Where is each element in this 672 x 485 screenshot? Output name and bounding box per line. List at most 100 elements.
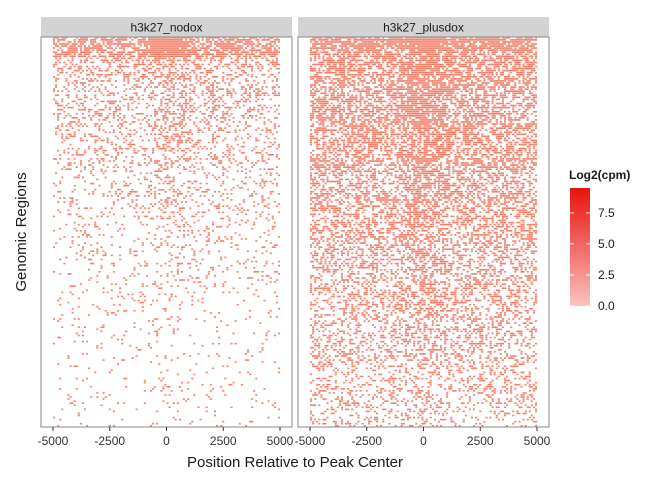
heatmap-cell [371, 221, 379, 224]
heatmap-cell [152, 129, 155, 132]
heatmap-cell [277, 211, 280, 214]
heatmap-cell [343, 78, 352, 80]
heatmap-cell [209, 110, 214, 113]
heatmap-cell [355, 176, 360, 179]
heatmap-cell [216, 330, 219, 333]
heatmap-cell [501, 190, 504, 193]
heatmap-cell [216, 67, 219, 70]
heatmap-cell [528, 55, 533, 58]
heatmap-cell [242, 49, 245, 51]
heatmap-cell [357, 162, 364, 164]
heatmap-cell [77, 39, 89, 41]
heatmap-cell [255, 400, 258, 402]
heatmap-cell [255, 289, 258, 292]
heatmap-cell [213, 41, 219, 43]
heatmap-cell [174, 219, 177, 222]
heatmap-cell [369, 201, 374, 203]
heatmap-cell [63, 61, 66, 64]
heatmap-cell [261, 271, 264, 273]
heatmap-cell [63, 55, 68, 58]
heatmap-cell [119, 246, 122, 249]
heatmap-cell [170, 65, 175, 68]
heatmap-cell [396, 141, 399, 144]
heatmap-cell [483, 199, 486, 201]
heatmap-cell [83, 47, 103, 49]
heatmap-cell [343, 121, 348, 123]
heatmap-cell [116, 188, 122, 191]
heatmap-cell [65, 94, 70, 97]
heatmap-cell [328, 186, 335, 189]
heatmap-cell [218, 264, 221, 267]
heatmap-cell [340, 170, 348, 173]
heatmap-cell [191, 377, 194, 380]
heatmap-cell [427, 205, 430, 207]
heatmap-cell [131, 156, 134, 158]
heatmap-cell [267, 416, 270, 419]
heatmap-cell [392, 125, 395, 127]
heatmap-cell [378, 67, 385, 70]
heatmap-cell [404, 110, 420, 113]
heatmap-cell [189, 84, 194, 86]
heatmap-cell [114, 283, 117, 285]
heatmap-cell [83, 188, 87, 191]
heatmap-cell [261, 156, 264, 158]
heatmap-cell [462, 135, 469, 138]
heatmap-cell [404, 203, 418, 205]
heatmap-cell [475, 67, 482, 70]
heatmap-cell [404, 156, 420, 158]
heatmap-cell [205, 227, 210, 230]
heatmap-cell [361, 154, 370, 156]
heatmap-cell [273, 104, 276, 107]
heatmap-cell [199, 262, 202, 265]
heatmap-cell [404, 57, 414, 60]
heatmap-cell [423, 213, 428, 216]
heatmap-cell [365, 182, 368, 185]
heatmap-cell [218, 203, 221, 205]
heatmap-cell [398, 43, 403, 45]
heatmap-cell [380, 41, 385, 43]
heatmap-cell [528, 170, 531, 173]
heatmap-cell [234, 129, 237, 132]
heatmap-cell [61, 98, 64, 101]
heatmap-cell [522, 110, 527, 113]
heatmap-cell [454, 197, 459, 199]
heatmap-cell [347, 73, 362, 76]
heatmap-cell [524, 88, 529, 90]
heatmap-cell [396, 184, 399, 187]
heatmap-cell [92, 115, 95, 117]
heatmap-cell [378, 193, 381, 195]
heatmap-cell [110, 244, 113, 246]
heatmap-cell [59, 43, 70, 45]
heatmap-cell [222, 37, 227, 39]
heatmap-cell [156, 145, 161, 148]
heatmap-cell [516, 209, 527, 212]
heatmap-cell [411, 168, 418, 171]
heatmap-cell [353, 102, 356, 105]
heatmap-cell [487, 151, 490, 154]
heatmap-cell [265, 86, 268, 88]
heatmap-cells [53, 37, 280, 427]
heatmap-cell [516, 37, 523, 39]
heatmap-cell [318, 201, 323, 203]
heatmap-cell [514, 188, 517, 191]
heatmap-cell [131, 121, 136, 123]
heatmap-cell [456, 100, 469, 103]
heatmap-cell [178, 125, 181, 127]
heatmap-cell [199, 145, 202, 148]
heatmap-cell [116, 363, 120, 366]
heatmap-cell [156, 332, 159, 335]
heatmap-cell [423, 76, 426, 78]
heatmap-cell [257, 41, 260, 43]
heatmap-cell [470, 182, 478, 185]
heatmap-cell [310, 227, 319, 230]
heatmap-cell [431, 108, 447, 111]
heatmap-cell [61, 69, 64, 72]
heatmap-cell [400, 217, 403, 220]
heatmap-cell [149, 188, 153, 191]
heatmap-cell [357, 223, 362, 226]
heatmap-cell [205, 182, 208, 185]
heatmap-cell [110, 141, 113, 144]
heatmap-cell [310, 197, 321, 199]
heatmap-cell [468, 92, 474, 95]
heatmap-cell [77, 55, 87, 58]
